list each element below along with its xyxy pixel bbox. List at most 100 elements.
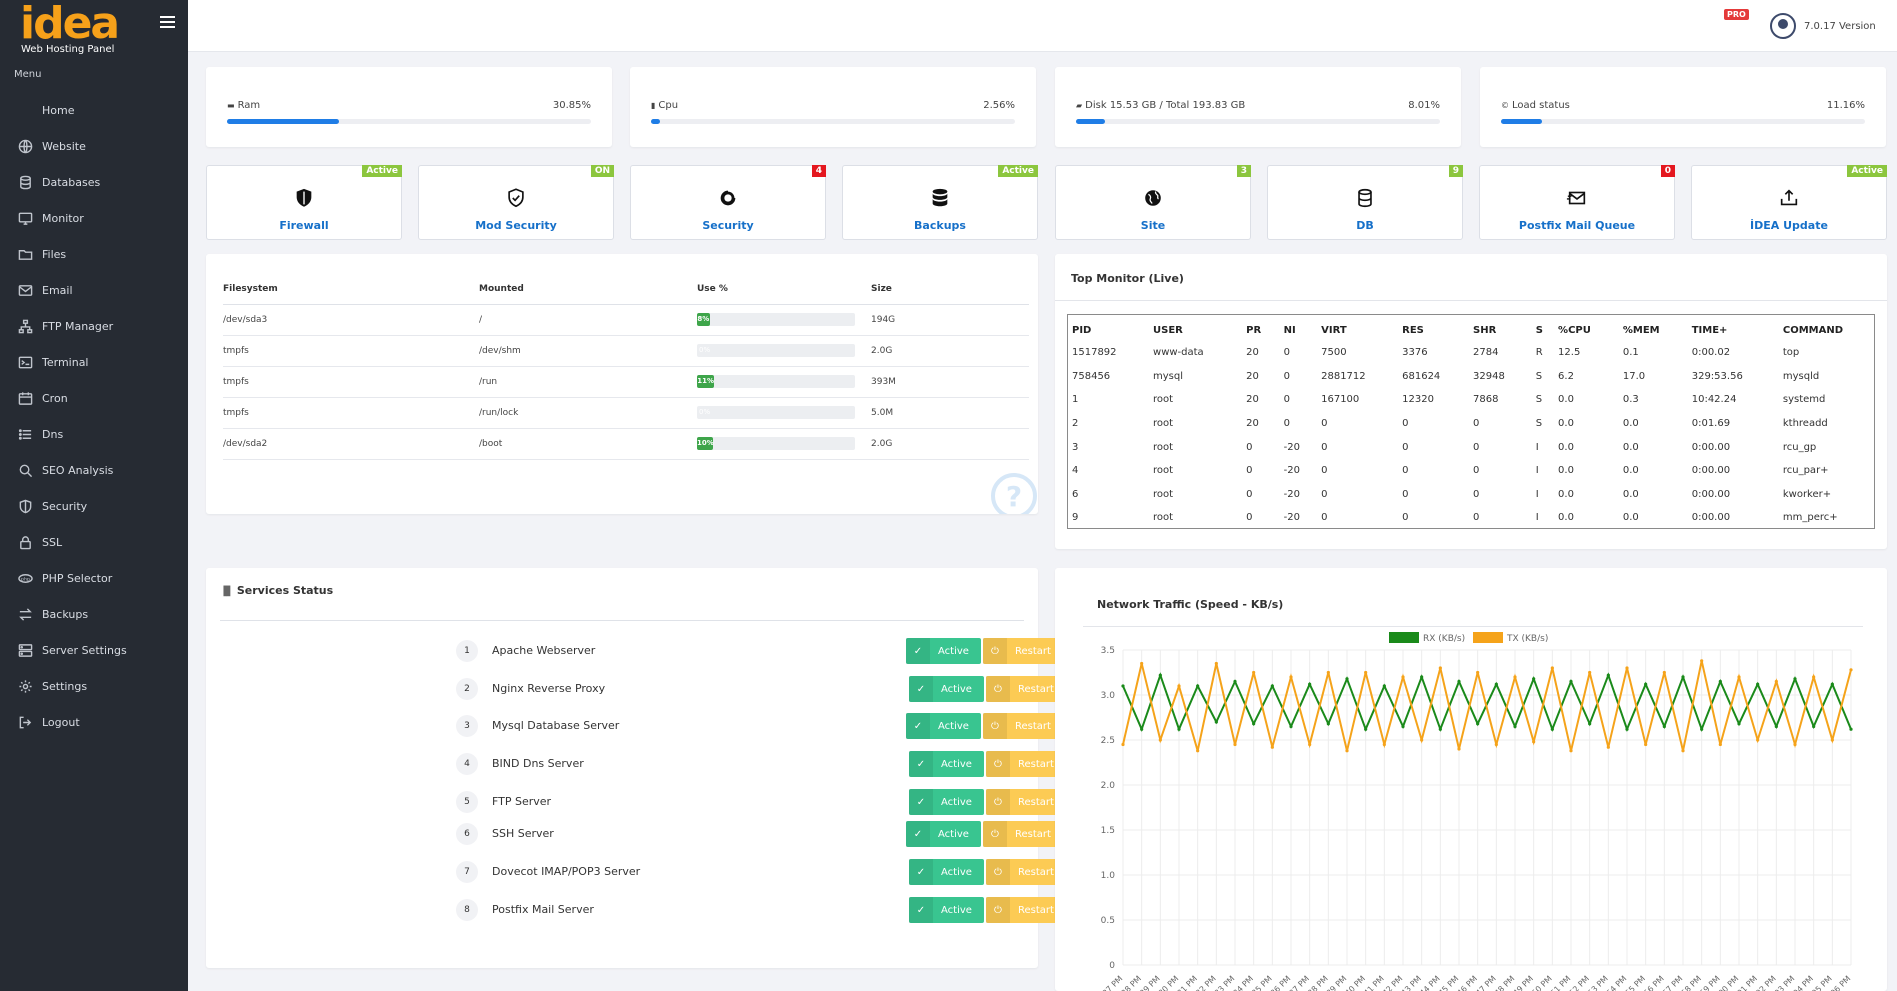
quick-security[interactable]: 4 Security bbox=[630, 165, 826, 240]
process-cell: 17.0 bbox=[1622, 370, 1646, 382]
process-cell: 0 bbox=[1473, 488, 1480, 500]
process-cell: root bbox=[1153, 394, 1174, 406]
service-active-button[interactable]: ✓ Active bbox=[909, 859, 984, 885]
sidebar-item-terminal[interactable]: Terminal bbox=[0, 344, 188, 380]
sidebar-item-security[interactable]: Security bbox=[0, 488, 188, 524]
column-header: COMMAND bbox=[1782, 324, 1844, 336]
sidebar-item-php-selector[interactable]: php PHP Selector bbox=[0, 560, 188, 596]
stat-value: 8.01% bbox=[1408, 100, 1440, 111]
data-point bbox=[1401, 724, 1405, 729]
column-header: SHR bbox=[1473, 324, 1497, 336]
sidebar-item-ftp-manager[interactable]: FTP Manager bbox=[0, 308, 188, 344]
legend-swatch[interactable] bbox=[1389, 632, 1419, 643]
sidebar-item-monitor[interactable]: Monitor bbox=[0, 200, 188, 236]
service-active-button[interactable]: ✓ Active bbox=[909, 897, 984, 923]
firewall-shield-icon bbox=[292, 186, 316, 210]
quick-postfix-mail-queue[interactable]: 0 Postfix Mail Queue bbox=[1479, 165, 1675, 240]
process-cell: 3376 bbox=[1402, 347, 1428, 359]
hamburger-menu-icon[interactable] bbox=[160, 16, 175, 28]
quick-label: Backups bbox=[914, 219, 966, 232]
service-row: 1 Apache Webserver ✓ Active ⏻ Restart bbox=[206, 638, 1060, 664]
service-restart-button[interactable]: ⏻ Restart bbox=[986, 789, 1063, 815]
sidebar: idea Web Hosting Panel Menu Home Website D… bbox=[0, 0, 188, 991]
data-point bbox=[1364, 670, 1368, 675]
service-restart-button[interactable]: ⏻ Restart bbox=[986, 676, 1063, 702]
process-cell: 0.0 bbox=[1558, 441, 1574, 453]
service-active-button[interactable]: ✓ Active bbox=[906, 638, 981, 664]
sidebar-item-server-settings[interactable]: Server Settings bbox=[0, 632, 188, 668]
column-header: Filesystem bbox=[223, 274, 479, 305]
sidebar-item-settings[interactable]: Settings bbox=[0, 668, 188, 704]
table-row: tmpfs/run 11% 393M bbox=[223, 366, 1029, 398]
column-header: PID bbox=[1072, 324, 1092, 336]
sidebar-item-ssl[interactable]: SSL bbox=[0, 524, 188, 560]
process-cell: 0 bbox=[1402, 418, 1409, 430]
sidebar-item-backups[interactable]: Backups bbox=[0, 596, 188, 632]
service-active-button[interactable]: ✓ Active bbox=[906, 821, 981, 847]
quick-label: İDEA Update bbox=[1750, 219, 1828, 232]
process-cell: 7500 bbox=[1321, 347, 1347, 359]
sidebar-item-seo-analysis[interactable]: SEO Analysis bbox=[0, 452, 188, 488]
data-point bbox=[1513, 675, 1517, 679]
service-active-button[interactable]: ✓ Active bbox=[909, 751, 984, 777]
data-point bbox=[1644, 742, 1648, 747]
database-stack-icon bbox=[928, 186, 952, 210]
sidebar-item-databases[interactable]: Databases bbox=[0, 164, 188, 200]
quick-site[interactable]: 3 Site bbox=[1055, 165, 1251, 240]
service-active-button[interactable]: ✓ Active bbox=[909, 676, 984, 702]
data-point bbox=[1289, 675, 1293, 679]
power-icon: ⏻ bbox=[986, 897, 1010, 923]
legend-label: TX (KB/s) bbox=[1506, 634, 1548, 644]
quick-firewall[interactable]: Active Firewall bbox=[206, 165, 402, 240]
service-active-button[interactable]: ✓ Active bbox=[906, 713, 981, 739]
sidebar-item-dns[interactable]: Dns bbox=[0, 416, 188, 452]
sidebar-item-logout[interactable]: Logout bbox=[0, 704, 188, 740]
sidebar-item-cron[interactable]: Cron bbox=[0, 380, 188, 416]
data-point bbox=[1214, 720, 1218, 724]
load-icon: © bbox=[1501, 101, 1509, 110]
service-restart-button[interactable]: ⏻ Restart bbox=[983, 821, 1060, 847]
logo[interactable]: idea Web Hosting Panel bbox=[20, 2, 120, 56]
service-active-button[interactable]: ✓ Active bbox=[909, 789, 984, 815]
status-badge: Active bbox=[998, 165, 1038, 177]
service-restart-button[interactable]: ⏻ Restart bbox=[983, 638, 1060, 664]
stat-progress-bar bbox=[1501, 119, 1865, 124]
service-row: 3 Mysql Database Server ✓ Active ⏻ Restart bbox=[206, 713, 1060, 739]
service-restart-button[interactable]: ⏻ Restart bbox=[986, 859, 1063, 885]
x-tick-label: ...:27 PM bbox=[1093, 974, 1124, 991]
column-header: TIME+ bbox=[1691, 324, 1728, 336]
sidebar-item-email[interactable]: Email bbox=[0, 272, 188, 308]
data-point bbox=[1401, 675, 1405, 679]
legend-swatch[interactable] bbox=[1473, 632, 1503, 643]
process-cell: rcu_par+ bbox=[1782, 465, 1829, 477]
top-monitor-output: PID USER PR NI VIRT RES SHR S %CPU %MEM TIME+ COMMA… bbox=[1067, 314, 1875, 529]
sidebar-item-website[interactable]: Website bbox=[0, 128, 188, 164]
process-cell: 0 bbox=[1402, 465, 1409, 477]
help-icon[interactable]: ? bbox=[990, 470, 1038, 514]
process-cell: 0 bbox=[1246, 512, 1253, 524]
service-restart-button[interactable]: ⏻ Restart bbox=[986, 751, 1063, 777]
service-restart-button[interactable]: ⏻ Restart bbox=[986, 897, 1063, 923]
sidebar-item-label: Home bbox=[42, 103, 75, 117]
process-cell: 0 bbox=[1283, 394, 1291, 406]
sidebar-item-files[interactable]: Files bbox=[0, 236, 188, 272]
quick-mod-security[interactable]: ON Mod Security bbox=[418, 165, 614, 240]
data-point bbox=[1681, 749, 1685, 753]
data-point bbox=[1457, 747, 1461, 751]
data-point bbox=[1756, 682, 1760, 686]
service-name: Nginx Reverse Proxy bbox=[492, 682, 606, 695]
service-restart-button[interactable]: ⏻ Restart bbox=[983, 713, 1060, 739]
sidebar-item-home[interactable]: Home bbox=[0, 92, 188, 128]
fs-name: /dev/sda2 bbox=[223, 428, 479, 460]
process-cell: root bbox=[1153, 512, 1174, 524]
quick-i-dea-update[interactable]: Active İDEA Update bbox=[1691, 165, 1887, 240]
sidebar-item-label: Email bbox=[42, 283, 73, 297]
data-point bbox=[1140, 661, 1144, 666]
quick-backups[interactable]: Active Backups bbox=[842, 165, 1038, 240]
search-icon bbox=[17, 462, 34, 479]
user-version-menu[interactable]: 7.0.17 Version bbox=[1770, 13, 1876, 39]
data-point bbox=[1494, 742, 1498, 747]
network-chart-title: Network Traffic (Speed - KB/s) bbox=[1097, 598, 1284, 611]
quick-db[interactable]: 9 DB bbox=[1267, 165, 1463, 240]
data-point bbox=[1532, 740, 1536, 744]
